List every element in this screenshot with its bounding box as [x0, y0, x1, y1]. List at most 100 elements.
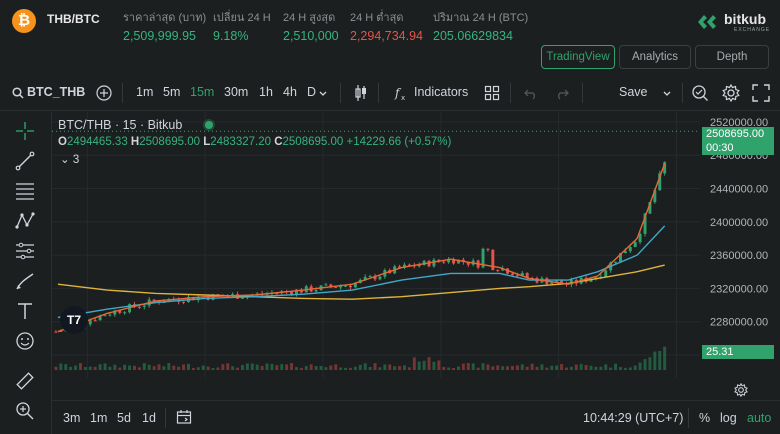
compare-add-icon[interactable]: [96, 85, 112, 101]
ema-slow-line: [57, 264, 665, 300]
fullscreen-icon[interactable]: [752, 84, 770, 102]
candle-body: [653, 190, 657, 203]
volume-bar: [309, 364, 313, 370]
volume-bar: [427, 357, 431, 370]
volume-bar: [324, 367, 328, 370]
candle-body: [398, 266, 402, 268]
save-button[interactable]: Save: [619, 85, 648, 99]
volume-bar: [368, 366, 372, 370]
volume-bar: [196, 367, 200, 370]
log-scale-toggle[interactable]: log: [720, 411, 737, 425]
ruler-icon[interactable]: [14, 370, 36, 392]
trend-line-icon[interactable]: [14, 150, 36, 172]
clock-timezone[interactable]: 10:44:29 (UTC+7): [583, 411, 684, 425]
ohlc-low-label: L: [203, 136, 211, 148]
symbol-search[interactable]: BTC_THB: [27, 85, 86, 99]
volume-bar: [83, 367, 87, 370]
auto-scale-toggle[interactable]: auto: [747, 411, 772, 425]
candle-body: [643, 213, 647, 234]
stat-low-24h: 24 H ต่ำสุด 2,294,734.94: [350, 8, 423, 43]
interval-4h[interactable]: 4h: [283, 85, 297, 99]
chevron-down-icon[interactable]: [319, 91, 327, 97]
gear-icon[interactable]: [722, 84, 740, 102]
pair-name[interactable]: THB/BTC: [47, 12, 100, 26]
ohlc-low: 2483327.20: [210, 136, 271, 148]
volume-bar: [98, 364, 102, 370]
divider: [510, 83, 511, 103]
y-tick-label: 2280000.00: [710, 317, 768, 329]
axis-settings-gear-icon[interactable]: [734, 383, 748, 397]
volume-bar: [560, 364, 564, 370]
percent-scale-toggle[interactable]: %: [699, 411, 711, 425]
candle-style-icon[interactable]: [354, 84, 368, 102]
volume-bar: [152, 366, 156, 370]
chart-legend-title[interactable]: BTC/THB · 15 · Bitkub: [58, 118, 183, 132]
fib-retracement-icon[interactable]: [14, 180, 36, 202]
volume-bar: [412, 357, 416, 370]
tab-depth[interactable]: Depth: [695, 45, 769, 69]
range-1m[interactable]: 1m: [90, 411, 108, 425]
range-1d[interactable]: 1d: [142, 411, 156, 425]
chevron-down-icon[interactable]: [663, 91, 671, 97]
interval-d[interactable]: D: [307, 85, 317, 99]
candle-body: [182, 301, 186, 303]
emoji-icon[interactable]: [14, 330, 36, 352]
volume-tag: 25.31: [702, 345, 774, 359]
indicators-collapse-toggle[interactable]: ⌄ 3: [60, 154, 80, 166]
price-chart[interactable]: 2520000.002480000.002440000.002400000.00…: [52, 112, 775, 378]
volume-bar: [501, 366, 505, 370]
volume-bar: [663, 346, 667, 370]
indicators-button[interactable]: Indicators: [414, 85, 469, 99]
drawing-toolbar: [0, 112, 52, 434]
volume-bar: [172, 365, 176, 370]
volume-bar: [550, 365, 554, 370]
candle-body: [491, 249, 495, 271]
candle-body: [422, 260, 426, 265]
volume-bar: [260, 365, 264, 370]
volume-bar: [476, 367, 480, 370]
interval-1m[interactable]: 1m: [136, 85, 154, 99]
crosshair-icon[interactable]: [14, 120, 36, 142]
candle-body: [633, 242, 637, 248]
divider: [122, 83, 123, 103]
text-icon[interactable]: [14, 300, 36, 322]
candle-body: [137, 306, 141, 308]
indicators-icon[interactable]: f x: [394, 85, 410, 101]
candle-body: [452, 258, 456, 264]
tradingview-logo[interactable]: T7: [60, 306, 88, 334]
y-tick-label: 2440000.00: [710, 183, 768, 195]
brush-icon[interactable]: [14, 270, 36, 292]
volume-bar: [191, 367, 195, 370]
volume-bar: [422, 360, 426, 370]
range-3m[interactable]: 3m: [63, 411, 81, 425]
volume-bar: [628, 367, 632, 370]
layouts-icon[interactable]: [484, 85, 500, 101]
prediction-icon[interactable]: [14, 240, 36, 262]
volume-bar: [378, 367, 382, 370]
candle-body: [663, 162, 667, 174]
volume-bar: [275, 365, 279, 370]
zoom-in-icon[interactable]: [14, 400, 36, 422]
ohlc-high: 2508695.00: [139, 136, 200, 148]
redo-icon[interactable]: [555, 86, 569, 100]
range-5d[interactable]: 5d: [117, 411, 131, 425]
interval-5m[interactable]: 5m: [163, 85, 181, 99]
search-icon[interactable]: [12, 87, 24, 99]
volume-bar: [604, 364, 608, 370]
pattern-icon[interactable]: [14, 210, 36, 232]
date-range-icon[interactable]: [176, 409, 192, 425]
interval-15m[interactable]: 15m: [190, 85, 215, 99]
volume-bar: [648, 357, 652, 370]
interval-1h[interactable]: 1h: [259, 85, 273, 99]
quick-search-icon[interactable]: [691, 84, 709, 102]
volume-bar: [574, 364, 578, 370]
candle-body: [614, 261, 618, 263]
candle-body: [486, 248, 490, 250]
tab-tradingview[interactable]: TradingView: [541, 45, 615, 69]
candle-body: [569, 279, 573, 285]
svg-text:f: f: [394, 86, 402, 100]
interval-30m[interactable]: 30m: [224, 85, 249, 99]
tab-analytics[interactable]: Analytics: [619, 45, 691, 69]
undo-icon[interactable]: [524, 86, 538, 100]
candle-body: [290, 291, 294, 295]
